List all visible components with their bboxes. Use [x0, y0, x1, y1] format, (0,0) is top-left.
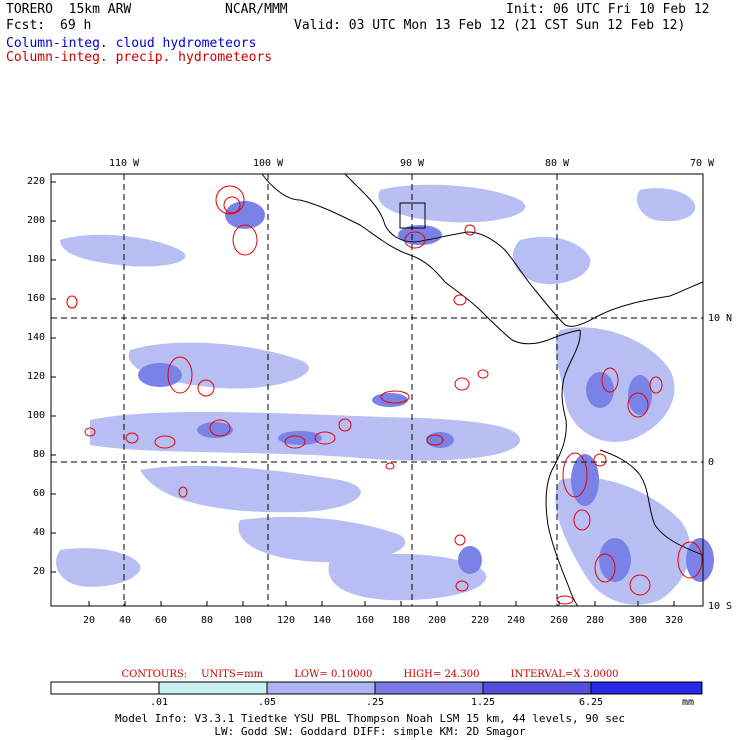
x-tick-label: 140: [312, 615, 332, 626]
x-tick-label: 80: [200, 615, 214, 626]
cloud-shading-medium: [138, 201, 714, 582]
colorbar-label: .05: [257, 697, 277, 708]
y-tick-label: 120: [27, 371, 46, 382]
model-info-line2: LW: Godd SW: Goddard DIFF: simple KM: 2D…: [214, 725, 526, 738]
lat-label: 10 S: [708, 601, 733, 612]
valid-time: Valid: 03 UTC Mon 13 Feb 12 (21 CST Sun …: [294, 18, 686, 33]
legend-cloud: Column-integ. cloud hydrometeors: [6, 36, 257, 51]
colorbar-label: 1.25: [470, 697, 496, 708]
lat-label: 10 N: [708, 313, 733, 324]
y-tick-label: 20: [33, 566, 46, 577]
y-tick-label: 160: [27, 293, 46, 304]
colorbar-label: .01: [149, 697, 169, 708]
x-tick-label: 280: [585, 615, 605, 626]
x-tick-label: 180: [391, 615, 411, 626]
y-tick-label: 180: [27, 254, 46, 265]
lat-label: 0: [708, 457, 715, 468]
contour-info: CONTOURS: UNITS=mm LOW= 0.10000 HIGH= 24.…: [0, 669, 740, 680]
y-tick-label: 140: [27, 332, 46, 343]
organization: NCAR/MMM: [225, 2, 288, 17]
x-tick-label: 20: [82, 615, 96, 626]
x-tick-label: 260: [549, 615, 569, 626]
y-tick-label: 100: [27, 410, 46, 421]
x-tick-label: 240: [506, 615, 526, 626]
x-tick-label: 300: [628, 615, 648, 626]
init-time: Init: 06 UTC Fri 10 Feb 12: [506, 2, 710, 17]
x-tick-label: 120: [276, 615, 296, 626]
y-tick-label: 40: [33, 527, 46, 538]
colorbar: [50, 681, 703, 695]
lon-label: 100 W: [252, 158, 284, 169]
colorbar-bin: [267, 682, 375, 694]
contour-interval: INTERVAL=X 3.0000: [510, 669, 619, 680]
colorbar-bin: [51, 682, 159, 694]
y-tick-label: 200: [27, 215, 46, 226]
y-tick-label: 220: [27, 176, 46, 187]
precip-contours: [66, 185, 703, 605]
colorbar-bin: [375, 682, 483, 694]
colorbar-label: .25: [365, 697, 385, 708]
lon-label: 110 W: [108, 158, 140, 169]
contour-low: LOW= 0.10000: [294, 669, 373, 680]
lon-label: 90 W: [399, 158, 425, 169]
model-info-line1: Model Info: V3.3.1 Tiedtke YSU PBL Thomp…: [115, 712, 625, 725]
model-title: TORERO 15km ARW: [6, 2, 132, 17]
legend-precip: Column-integ. precip. hydrometeors: [6, 50, 273, 65]
colorbar-bin: [483, 682, 591, 694]
x-tick-label: 160: [355, 615, 375, 626]
y-tick-label: 80: [33, 449, 46, 460]
lon-label: 70 W: [690, 158, 715, 169]
x-tick-label: 200: [427, 615, 447, 626]
colorbar-bin: [159, 682, 267, 694]
x-tick-label: 40: [118, 615, 132, 626]
lon-label: 80 W: [544, 158, 570, 169]
axis-ticks: [51, 181, 675, 606]
forecast-label: Fcst:: [6, 18, 46, 33]
contour-label: CONTOURS:: [121, 669, 188, 680]
coastlines: [261, 173, 704, 607]
x-tick-label: 60: [154, 615, 168, 626]
colorbar-bin: [591, 682, 702, 694]
colorbar-units: mm: [681, 697, 695, 708]
x-tick-label: 220: [470, 615, 490, 626]
x-tick-label: 320: [664, 615, 684, 626]
plot-frame: [50, 173, 704, 607]
y-tick-label: 60: [33, 488, 46, 499]
colorbar-label: 6.25: [578, 697, 604, 708]
contour-units: UNITS=mm: [201, 669, 264, 680]
contour-high: HIGH= 24.300: [403, 669, 480, 680]
x-tick-label: 100: [233, 615, 253, 626]
forecast-hour: 69 h: [60, 18, 92, 33]
